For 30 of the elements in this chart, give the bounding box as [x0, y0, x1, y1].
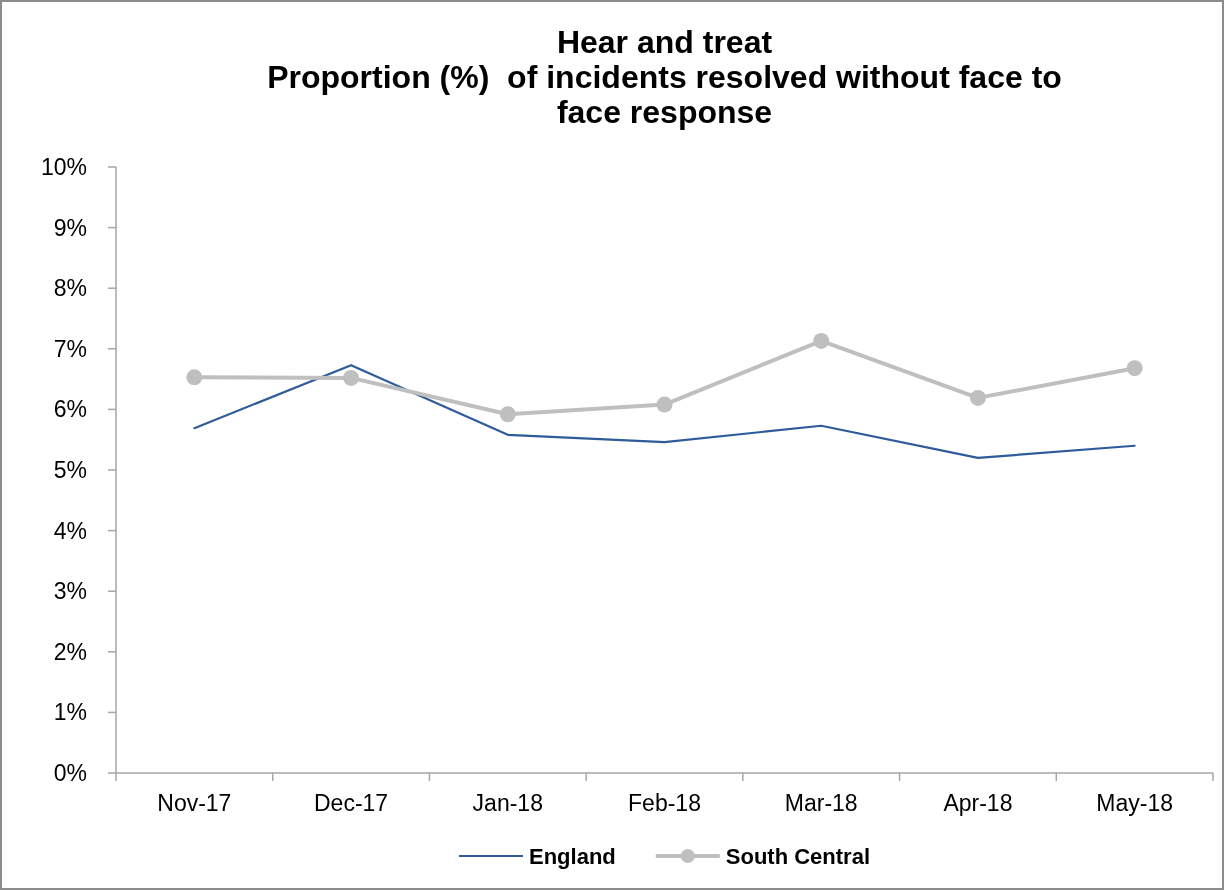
y-tick-label: 9%	[53, 214, 87, 241]
x-tick-label: Jan-18	[472, 790, 543, 816]
chart-subtitle: Proportion (%) of incidents resolved without face to face response	[267, 59, 1062, 130]
y-tick-label: 4%	[53, 517, 87, 544]
y-tick-label: 7%	[53, 335, 87, 362]
point	[499, 406, 516, 423]
y-tick-label: 10%	[40, 154, 87, 181]
x-tick-label: May-18	[1096, 790, 1173, 816]
point	[656, 396, 673, 413]
point	[813, 332, 830, 349]
x-tick-label: Mar-18	[784, 790, 858, 816]
y-tick-label: 5%	[53, 457, 87, 484]
point	[969, 389, 986, 406]
legend-label: South Central	[725, 843, 871, 869]
point	[186, 369, 203, 386]
legend-label: England	[529, 843, 616, 869]
chart-title: Hear and treat	[556, 24, 773, 60]
x-tick-label: Feb-18	[628, 790, 701, 816]
x-tick-label: Apr-18	[943, 790, 1013, 816]
point	[1126, 360, 1143, 377]
line-series	[193, 364, 1136, 459]
y-tick-label: 2%	[53, 638, 87, 665]
y-tick-label: 6%	[53, 396, 87, 423]
point	[343, 369, 360, 386]
y-tick-label: 0%	[53, 760, 87, 787]
y-tick-label: 1%	[53, 699, 87, 726]
y-tick-label: 8%	[53, 275, 87, 302]
x-tick-label: Nov-17	[157, 790, 232, 816]
x-tick-label: Dec-17	[313, 790, 389, 816]
y-tick-label: 3%	[53, 578, 87, 605]
